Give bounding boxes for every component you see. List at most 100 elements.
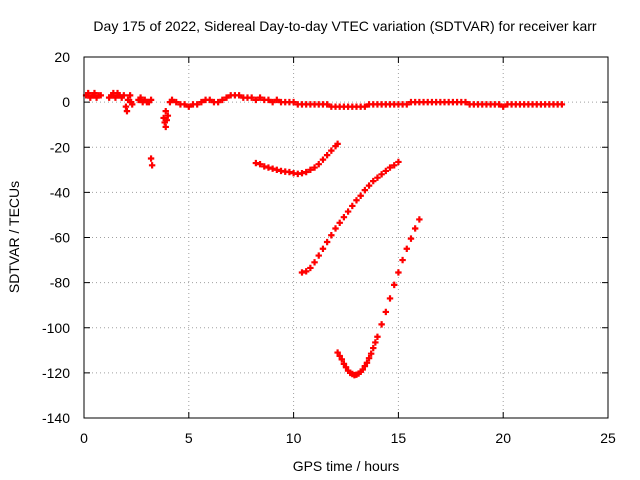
data-point	[372, 339, 379, 346]
y-tick-label: -40	[50, 184, 70, 200]
x-axis-label: GPS time / hours	[293, 458, 400, 474]
data-point	[214, 98, 222, 106]
data-point	[340, 360, 348, 368]
data-point	[315, 252, 322, 259]
data-point	[328, 232, 335, 239]
data-point	[319, 156, 327, 163]
data-point	[261, 163, 268, 170]
data-point	[252, 96, 260, 104]
data-point	[391, 281, 398, 289]
data-point	[193, 101, 201, 108]
data-point	[120, 92, 128, 99]
data-point	[302, 268, 310, 275]
data-point	[315, 160, 322, 168]
data-point	[298, 269, 306, 276]
data-point	[286, 168, 293, 176]
chart-title: Day 175 of 2022, Sidereal Day-to-day VTE…	[93, 18, 596, 34]
data-point	[416, 216, 423, 223]
x-tick-label: 20	[495, 430, 511, 446]
data-point	[319, 245, 327, 252]
axis-ticks: -140 -120 -100 -80 -60 -40 -20 0 20 0 5 10 15 20 25	[42, 49, 616, 446]
data-point	[123, 107, 131, 115]
data-point	[84, 89, 92, 97]
data-point	[349, 202, 356, 210]
data-point	[97, 92, 104, 99]
data-point	[323, 238, 331, 246]
x-tick-label: 10	[286, 430, 302, 446]
data-point	[382, 167, 390, 175]
data-point	[558, 101, 566, 108]
data-point	[147, 155, 155, 162]
data-point	[256, 94, 264, 101]
data-point	[403, 101, 410, 108]
data-point	[353, 197, 360, 204]
data-point	[311, 259, 318, 266]
data-point	[374, 333, 381, 340]
data-point	[265, 96, 272, 104]
data-point	[361, 362, 369, 370]
data-point	[181, 101, 188, 108]
data-point	[334, 349, 341, 356]
data-point	[252, 159, 260, 167]
data-point	[462, 98, 469, 106]
data-point	[382, 308, 390, 316]
data-point	[198, 98, 205, 106]
series-outliers	[147, 155, 156, 169]
data-point	[206, 96, 213, 104]
data-point	[91, 89, 98, 97]
data-point	[374, 174, 381, 181]
data-point	[112, 94, 119, 101]
data-point	[407, 235, 415, 242]
data-point	[403, 245, 410, 252]
data-point	[164, 112, 172, 119]
data-point	[336, 219, 343, 227]
data-point	[391, 162, 398, 169]
data-point	[129, 101, 136, 108]
data-point	[399, 256, 406, 264]
x-tick-label: 15	[391, 430, 407, 446]
data-point	[265, 164, 272, 171]
y-tick-label: -60	[50, 230, 70, 246]
data-point	[367, 350, 375, 357]
data-point	[273, 166, 281, 174]
data-point	[332, 225, 339, 232]
data-point	[290, 98, 297, 106]
data-point	[219, 96, 226, 104]
data-point	[185, 103, 192, 110]
data-point	[386, 164, 394, 171]
data-point	[147, 96, 155, 104]
data-point	[357, 192, 364, 199]
data-point	[365, 182, 373, 189]
data-point	[378, 171, 385, 178]
series-baseline	[82, 89, 566, 131]
series-arc-2	[298, 158, 402, 276]
data-point	[328, 147, 335, 154]
data-point	[338, 356, 346, 363]
data-point	[223, 94, 230, 101]
plot-frame	[83, 56, 609, 419]
y-axis-label: SDTVAR / TECUs	[6, 181, 22, 293]
data-point	[361, 186, 369, 194]
data-point	[361, 103, 369, 110]
data-point	[256, 160, 264, 168]
data-point	[342, 364, 350, 371]
data-point	[370, 177, 377, 185]
data-point	[298, 169, 306, 177]
data-point	[323, 151, 331, 159]
data-point	[395, 269, 402, 276]
data-point	[365, 355, 373, 362]
series-arc-1	[252, 140, 341, 178]
y-tick-label: -80	[50, 275, 70, 291]
data-point	[148, 162, 156, 169]
data-point	[323, 101, 331, 108]
y-tick-label: 0	[62, 94, 70, 110]
data-point	[370, 344, 377, 352]
data-point	[302, 168, 310, 176]
series-arc-3	[334, 216, 423, 379]
data-point	[269, 165, 276, 172]
data-point	[248, 94, 255, 101]
data-point	[340, 213, 348, 221]
data-point	[363, 359, 371, 366]
y-tick-label: -140	[42, 410, 70, 426]
data-point	[173, 98, 180, 106]
